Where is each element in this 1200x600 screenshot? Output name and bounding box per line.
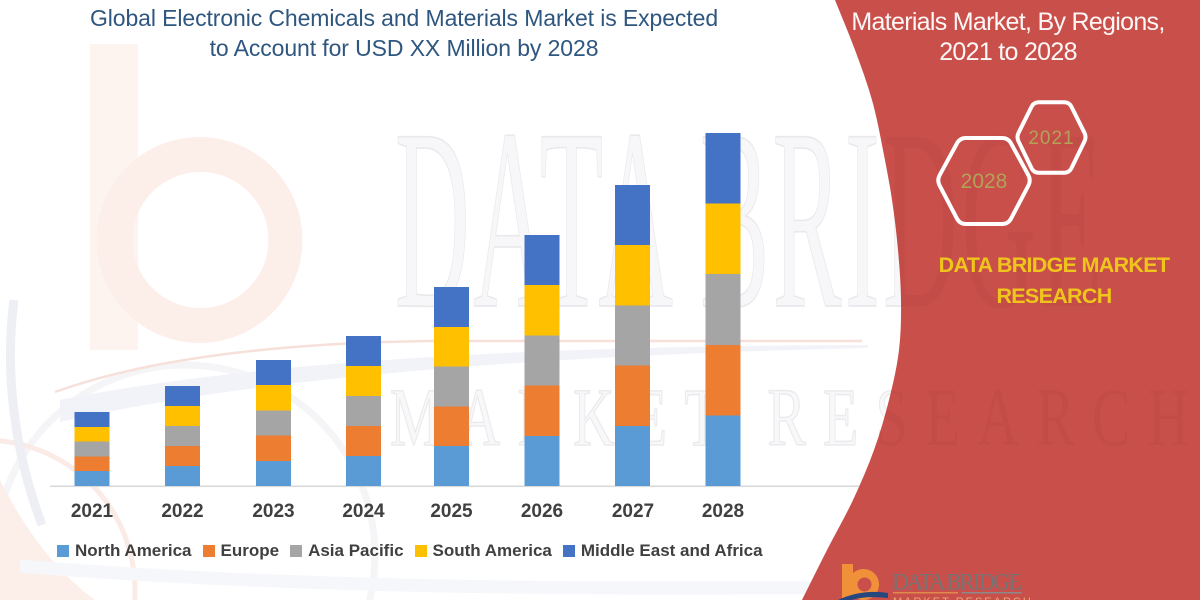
svg-text:2028: 2028	[961, 170, 1008, 193]
svg-text:DATA BRIDGE: DATA BRIDGE	[892, 570, 1022, 595]
svg-text:MARKET RESEARCH: MARKET RESEARCH	[893, 596, 1033, 600]
svg-text:2021: 2021	[1028, 128, 1074, 149]
